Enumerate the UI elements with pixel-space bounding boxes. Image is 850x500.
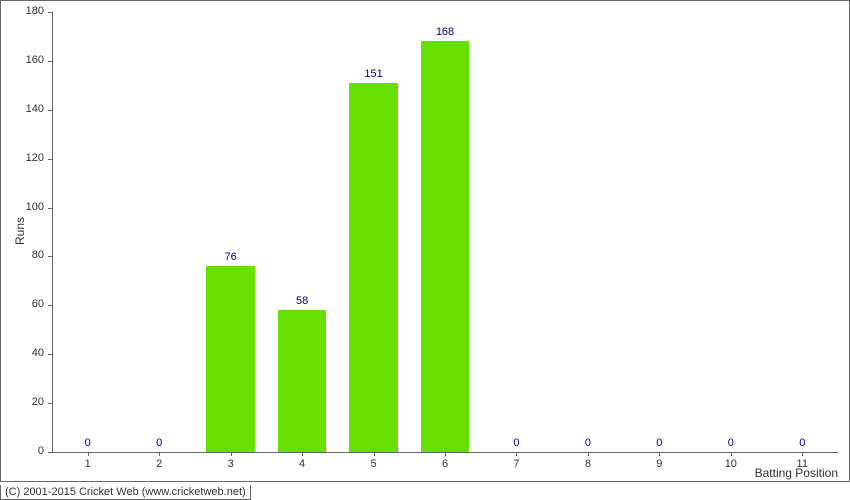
x-tick-label: 3 xyxy=(216,458,246,470)
x-tick-mark xyxy=(659,452,660,456)
y-tick-label: 0 xyxy=(14,445,44,457)
x-tick-mark xyxy=(231,452,232,456)
y-tick-mark xyxy=(48,159,52,160)
y-tick-mark xyxy=(48,305,52,306)
x-tick-label: 6 xyxy=(430,458,460,470)
y-axis-label: Runs xyxy=(13,217,27,245)
y-tick-label: 140 xyxy=(14,103,44,115)
y-tick-label: 20 xyxy=(14,396,44,408)
y-tick-label: 180 xyxy=(14,5,44,17)
x-tick-mark xyxy=(159,452,160,456)
copyright-text: (C) 2001-2015 Cricket Web (www.cricketwe… xyxy=(0,485,251,500)
x-tick-label: 5 xyxy=(359,458,389,470)
bar xyxy=(278,310,327,452)
x-tick-mark xyxy=(731,452,732,456)
chart-container: Runs Batting Position 020406080100120140… xyxy=(0,0,850,500)
bar-value-label: 168 xyxy=(425,26,465,38)
y-tick-mark xyxy=(48,452,52,453)
bar-value-label: 151 xyxy=(354,68,394,80)
y-tick-mark xyxy=(48,354,52,355)
x-tick-label: 10 xyxy=(716,458,746,470)
y-tick-mark xyxy=(48,208,52,209)
x-tick-label: 2 xyxy=(144,458,174,470)
y-tick-mark xyxy=(48,61,52,62)
y-tick-label: 60 xyxy=(14,298,44,310)
x-tick-label: 11 xyxy=(787,458,817,470)
x-tick-mark xyxy=(588,452,589,456)
bar-value-label: 76 xyxy=(211,251,251,263)
y-tick-label: 40 xyxy=(14,347,44,359)
y-tick-mark xyxy=(48,403,52,404)
bar xyxy=(206,266,255,452)
bar-value-label: 0 xyxy=(711,437,751,449)
y-tick-label: 160 xyxy=(14,54,44,66)
x-tick-mark xyxy=(802,452,803,456)
bar-value-label: 0 xyxy=(782,437,822,449)
y-tick-mark xyxy=(48,256,52,257)
y-axis-line xyxy=(52,12,53,452)
x-tick-label: 8 xyxy=(573,458,603,470)
bar-value-label: 0 xyxy=(496,437,536,449)
x-tick-mark xyxy=(445,452,446,456)
bar-value-label: 0 xyxy=(139,437,179,449)
y-tick-mark xyxy=(48,110,52,111)
x-tick-mark xyxy=(302,452,303,456)
x-tick-mark xyxy=(516,452,517,456)
x-tick-label: 7 xyxy=(501,458,531,470)
bar-value-label: 0 xyxy=(568,437,608,449)
y-tick-label: 100 xyxy=(14,201,44,213)
bar xyxy=(349,83,398,452)
bar-value-label: 0 xyxy=(639,437,679,449)
x-tick-label: 1 xyxy=(73,458,103,470)
x-tick-mark xyxy=(88,452,89,456)
bar-value-label: 58 xyxy=(282,295,322,307)
bar xyxy=(421,41,470,452)
bar-value-label: 0 xyxy=(68,437,108,449)
x-tick-mark xyxy=(374,452,375,456)
y-tick-label: 120 xyxy=(14,152,44,164)
x-tick-label: 4 xyxy=(287,458,317,470)
y-tick-mark xyxy=(48,12,52,13)
x-tick-label: 9 xyxy=(644,458,674,470)
y-tick-label: 80 xyxy=(14,249,44,261)
